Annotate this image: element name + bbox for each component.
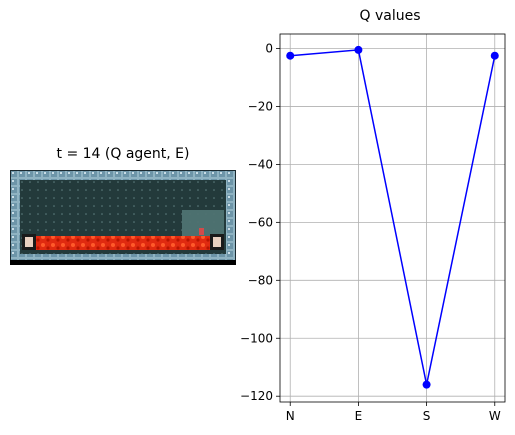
y-tick-label: −40: [248, 157, 273, 171]
data-point: [491, 52, 499, 60]
x-tick-label: N: [286, 409, 295, 423]
series-line: [290, 50, 495, 385]
data-point: [423, 381, 431, 389]
y-tick-label: −20: [248, 99, 273, 113]
y-tick-label: −100: [240, 331, 273, 345]
y-tick-label: −60: [248, 215, 273, 229]
y-tick-label: −80: [248, 273, 273, 287]
y-tick-label: 0: [265, 41, 273, 55]
x-tick-label: S: [423, 409, 431, 423]
data-point: [354, 46, 362, 54]
data-point: [286, 52, 294, 60]
x-tick-label: E: [355, 409, 363, 423]
y-tick-label: −120: [240, 389, 273, 403]
x-tick-label: W: [489, 409, 501, 423]
